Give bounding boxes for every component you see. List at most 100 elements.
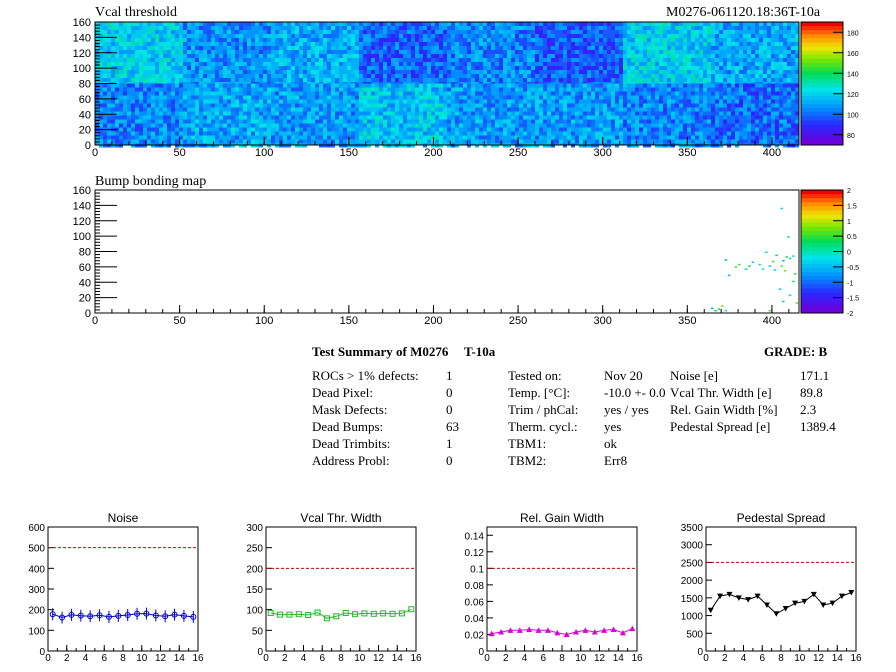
pixel-cell: [131, 30, 135, 34]
pixel-cell: [779, 111, 783, 116]
pixel-cell: [707, 62, 711, 66]
pixel-cell: [515, 30, 519, 34]
pixel-cell: [295, 26, 299, 30]
pixel-cell: [115, 74, 119, 78]
pixel-cell: [239, 34, 243, 38]
pixel-cell: [643, 139, 647, 144]
pixel-cell: [95, 111, 99, 116]
pixel-cell: [495, 123, 499, 128]
pixel-cell: [187, 70, 191, 74]
pixel-cell: [191, 95, 195, 100]
pixel-cell: [499, 42, 503, 46]
pixel-cell: [643, 119, 647, 124]
pixel-cell: [679, 42, 683, 46]
data-point: [180, 612, 187, 619]
pixel-cell: [231, 135, 235, 140]
pixel-cell: [727, 99, 731, 104]
pixel-cell: [251, 83, 255, 88]
pixel-cell: [435, 46, 439, 50]
pixel-cell: [411, 119, 415, 124]
pixel-cell: [755, 127, 759, 132]
pixel-cell: [383, 30, 387, 34]
pixel-cell: [611, 107, 615, 112]
pixel-cell: [127, 54, 131, 58]
pixel-cell: [583, 54, 587, 58]
pixel-cell: [239, 66, 243, 70]
pixel-cell: [391, 34, 395, 38]
pixel-cell: [579, 58, 583, 62]
pixel-cell: [547, 34, 551, 38]
y-tick-label: 200: [246, 564, 263, 575]
pixel-cell: [119, 111, 123, 116]
pixel-cell: [155, 70, 159, 74]
pixel-cell: [783, 66, 787, 70]
pixel-cell: [607, 42, 611, 46]
pixel-cell: [539, 22, 543, 26]
pixel-cell: [219, 131, 223, 136]
pixel-cell: [663, 62, 667, 66]
dead-bump-marker: [724, 259, 728, 261]
pixel-cell: [171, 99, 175, 104]
pixel-cell: [375, 74, 379, 78]
pixel-cell: [747, 38, 751, 42]
pixel-cell: [527, 50, 531, 54]
pixel-cell: [615, 38, 619, 42]
pixel-cell: [115, 22, 119, 26]
pixel-cell: [687, 139, 691, 144]
pixel-cell: [527, 131, 531, 136]
pixel-cell: [535, 115, 539, 120]
pixel-cell: [523, 66, 527, 70]
pixel-cell: [279, 83, 283, 88]
pixel-cell: [575, 34, 579, 38]
pixel-cell: [439, 119, 443, 124]
pixel-cell: [415, 91, 419, 96]
pixel-cell: [187, 91, 191, 96]
pixel-cell: [379, 111, 383, 116]
pixel-cell: [743, 135, 747, 140]
pixel-cell: [275, 54, 279, 58]
pixel-cell: [675, 26, 679, 30]
pixel-cell: [547, 66, 551, 70]
pixel-cell: [223, 54, 227, 58]
pixel-cell: [323, 70, 327, 74]
pixel-cell: [415, 99, 419, 104]
pixel-cell: [319, 83, 323, 88]
pixel-cell: [551, 135, 555, 140]
pixel-cell: [615, 74, 619, 78]
pixel-cell: [315, 34, 319, 38]
pixel-cell: [379, 107, 383, 112]
pixel-cell: [319, 103, 323, 108]
pixel-cell: [159, 103, 163, 108]
pixel-cell: [751, 74, 755, 78]
pixel-cell: [383, 131, 387, 136]
pixel-cell: [631, 91, 635, 96]
dead-bump-marker: [792, 255, 795, 257]
data-point: [535, 627, 542, 633]
pixel-cell: [307, 38, 311, 42]
pixel-cell: [447, 103, 451, 108]
pixel-cell: [179, 74, 183, 78]
pixel-cell: [655, 111, 659, 116]
pixel-cell: [211, 38, 215, 42]
data-point: [59, 614, 66, 621]
pixel-cell: [327, 26, 331, 30]
x-tick-label: 10: [575, 653, 587, 664]
pixel-cell: [579, 70, 583, 74]
pixel-cell: [295, 74, 299, 78]
pixel-cell: [207, 66, 211, 70]
pixel-cell: [611, 139, 615, 144]
pixel-cell: [419, 46, 423, 50]
pixel-cell: [791, 66, 795, 70]
pixel-cell: [375, 42, 379, 46]
pixel-cell: [447, 99, 451, 104]
pixel-cell: [479, 42, 483, 46]
pixel-cell: [487, 91, 491, 96]
pixel-cell: [515, 22, 519, 26]
pixel-cell: [499, 119, 503, 124]
pixel-cell: [615, 83, 619, 88]
pixel-cell: [599, 54, 603, 58]
pixel-cell: [427, 46, 431, 50]
pixel-cell: [479, 107, 483, 112]
pixel-cell: [471, 70, 475, 74]
